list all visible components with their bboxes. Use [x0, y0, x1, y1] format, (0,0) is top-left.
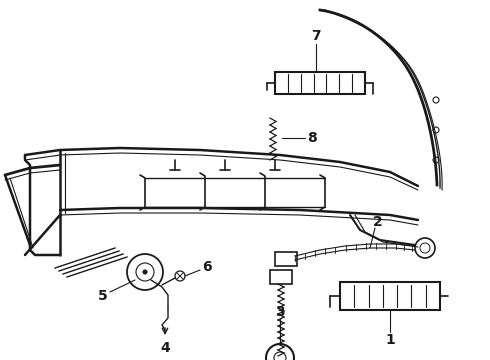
- Text: 6: 6: [202, 260, 212, 274]
- Circle shape: [143, 270, 147, 274]
- Text: 8: 8: [307, 131, 317, 145]
- Text: 1: 1: [385, 333, 395, 347]
- Text: 4: 4: [160, 341, 170, 355]
- Bar: [340, 282, 440, 310]
- Text: 3: 3: [275, 305, 285, 319]
- Bar: [275, 72, 365, 94]
- Bar: [275, 252, 297, 266]
- Text: 7: 7: [311, 29, 320, 43]
- Text: 5: 5: [98, 289, 108, 303]
- Text: 2: 2: [373, 215, 383, 229]
- Bar: [270, 270, 292, 284]
